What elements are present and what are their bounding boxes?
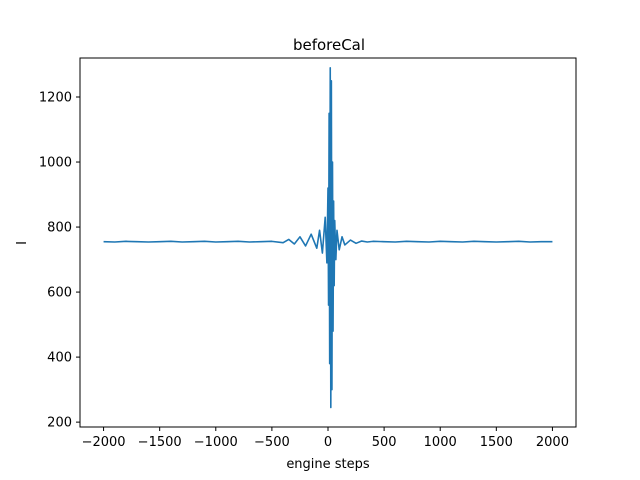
y-axis-label: I <box>15 241 30 245</box>
plot-frame <box>79 57 577 428</box>
series-line-0 <box>103 66 553 409</box>
plot-area <box>103 66 553 409</box>
x-axis: −2000 −1500 −1000 −500 0 500 1000 1500 2000 <box>82 427 569 450</box>
y-tick-label: 1000 <box>39 156 72 171</box>
y-tick-label: 800 <box>47 221 72 236</box>
y-tick-label: 600 <box>47 286 72 301</box>
x-axis-label: engine steps <box>286 457 370 472</box>
x-tick-label: −500 <box>254 435 290 450</box>
x-tick-label: 1500 <box>480 435 513 450</box>
y-axis: 200 400 600 800 1000 1200 <box>39 91 80 431</box>
y-tick-label: 400 <box>47 351 72 366</box>
x-tick-label: 0 <box>324 435 332 450</box>
x-tick-label: 500 <box>372 435 397 450</box>
x-tick-label: −1500 <box>138 435 182 450</box>
x-tick-label: −2000 <box>82 435 126 450</box>
chart-title: beforeCal <box>293 36 365 54</box>
x-tick-label: −1000 <box>194 435 238 450</box>
x-tick-label: 2000 <box>536 435 569 450</box>
x-tick-label: 1000 <box>424 435 457 450</box>
y-tick-label: 200 <box>47 416 72 431</box>
y-tick-label: 1200 <box>39 91 72 106</box>
